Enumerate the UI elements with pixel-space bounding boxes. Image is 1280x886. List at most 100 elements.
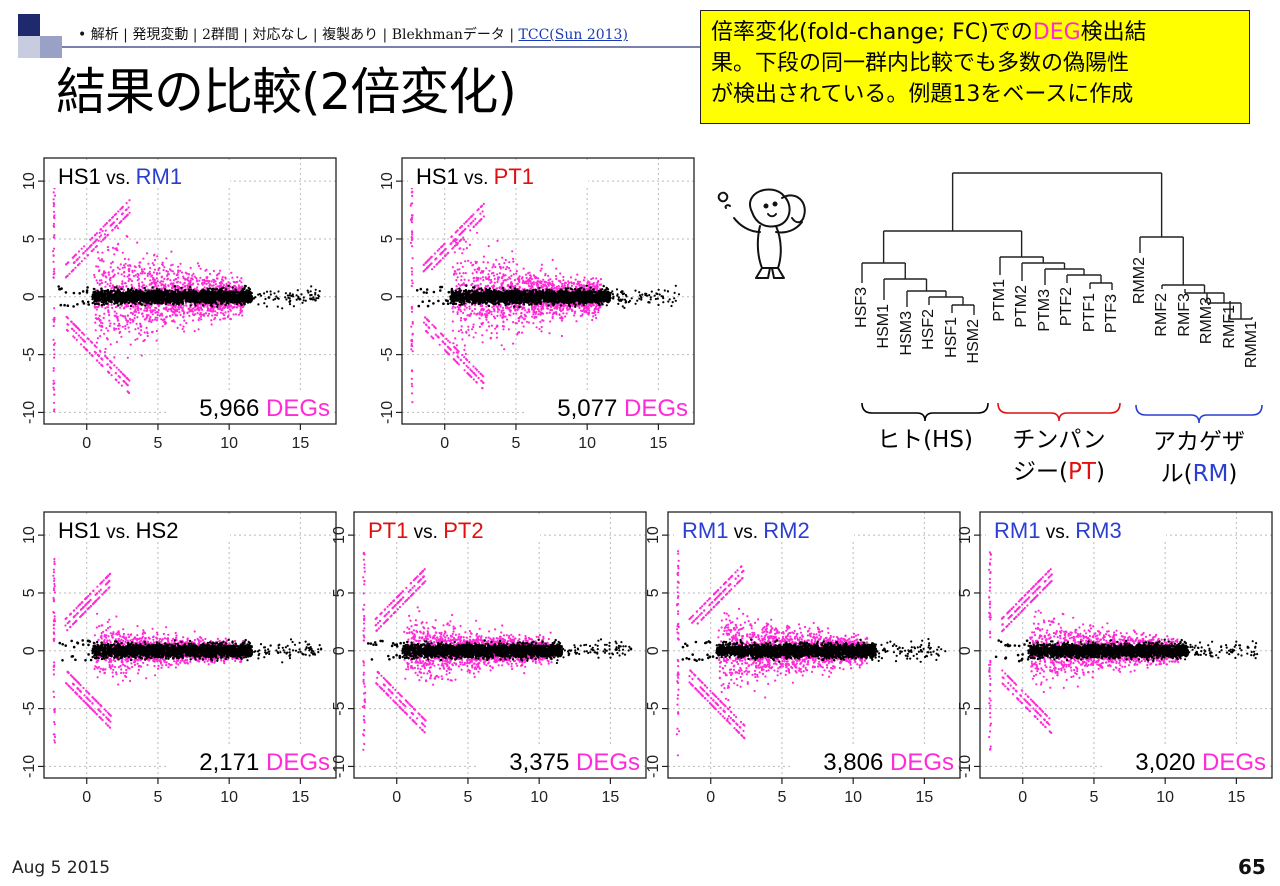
deg-point	[119, 370, 122, 373]
non-deg-point	[170, 296, 174, 299]
deg-point	[205, 279, 208, 283]
deg-point	[73, 323, 76, 326]
deg-point	[195, 288, 198, 291]
non-deg-point	[137, 291, 140, 295]
deg-point	[86, 254, 90, 257]
ma-plot-hs1-rm1: 0 5 10 15 -10 -5 0 5 10 HS1 vs. RM1 5,966 DEGs	[0, 152, 340, 452]
deg-point	[156, 316, 159, 319]
non-deg-point	[180, 300, 184, 304]
note-line-3: が検出されている。例題13をベースに作成	[711, 79, 1239, 110]
deg-point	[199, 306, 202, 309]
non-deg-point	[191, 291, 194, 294]
deg-point	[203, 286, 206, 289]
deg-point	[151, 310, 154, 313]
non-deg-point	[211, 292, 214, 295]
deg-point	[472, 325, 475, 329]
deg-point	[522, 267, 525, 270]
deg-point	[172, 308, 175, 311]
deg-point	[195, 279, 198, 282]
deg-point	[101, 364, 104, 368]
deg-point	[191, 319, 195, 322]
deg-point	[223, 317, 227, 320]
deg-point	[492, 315, 496, 318]
non-deg-point	[101, 289, 104, 292]
deg-point	[124, 325, 127, 328]
non-deg-point	[112, 289, 116, 292]
deg-point	[155, 339, 158, 342]
deg-point	[111, 228, 114, 231]
deg-point	[167, 308, 170, 311]
deg-point	[127, 268, 130, 271]
deg-point	[128, 199, 131, 202]
deg-point	[540, 267, 543, 270]
deg-point	[177, 286, 180, 289]
deg-point	[460, 328, 463, 332]
non-deg-point	[113, 294, 117, 297]
deg-point	[229, 308, 232, 311]
non-deg-point	[141, 293, 144, 296]
deg-point	[153, 268, 157, 271]
non-deg-point	[199, 292, 202, 295]
deg-point	[53, 393, 56, 396]
deg-point	[53, 194, 57, 197]
deg-point	[183, 319, 186, 322]
deg-point	[92, 248, 95, 251]
non-deg-point	[151, 286, 154, 289]
deg-point	[182, 325, 185, 328]
deg-point	[127, 279, 130, 283]
deg-point	[537, 308, 540, 311]
non-deg-point	[93, 290, 97, 293]
non-deg-point	[142, 292, 146, 296]
non-deg-point	[315, 297, 318, 300]
breadcrumb-link[interactable]: TCC(Sun 2013)	[519, 27, 628, 43]
non-deg-point	[234, 288, 237, 291]
deg-point	[199, 315, 203, 318]
deg-point	[570, 284, 573, 287]
deg-point	[181, 327, 184, 331]
deg-point	[490, 332, 493, 335]
deg-point	[238, 285, 241, 288]
deg-point	[163, 266, 166, 269]
deg-point	[237, 313, 241, 316]
non-deg-point	[307, 291, 310, 294]
non-deg-point	[118, 292, 121, 296]
deg-point	[117, 375, 120, 378]
deg-point	[110, 374, 113, 377]
non-deg-point	[189, 288, 193, 291]
non-deg-point	[165, 294, 169, 297]
deg-point	[88, 245, 92, 248]
deg-point	[161, 325, 164, 328]
deg-point	[176, 280, 179, 283]
non-deg-point	[281, 307, 284, 310]
non-deg-point	[312, 296, 315, 299]
non-deg-point	[208, 290, 211, 293]
deg-point	[107, 271, 110, 274]
deg-point	[113, 328, 116, 331]
non-deg-point	[202, 291, 205, 294]
deg-point	[109, 266, 112, 269]
deg-point	[177, 265, 180, 268]
deg-point	[212, 269, 215, 273]
non-deg-point	[99, 291, 102, 295]
deg-point	[147, 262, 150, 265]
deg-point	[225, 282, 228, 285]
deg-point	[53, 247, 56, 250]
non-deg-point	[134, 302, 137, 306]
non-deg-point	[85, 291, 89, 294]
non-deg-point	[189, 304, 192, 307]
deg-point	[116, 266, 119, 269]
deg-point	[143, 277, 146, 280]
deg-point	[179, 313, 182, 317]
deg-point	[158, 266, 161, 270]
non-deg-point	[216, 291, 219, 294]
deg-point	[185, 322, 188, 325]
deg-point	[137, 288, 140, 291]
non-deg-point	[200, 294, 203, 298]
non-deg-point	[144, 304, 147, 307]
deg-point	[200, 318, 203, 321]
deg-point	[491, 266, 494, 269]
non-deg-point	[238, 299, 241, 302]
non-deg-point	[159, 297, 163, 300]
deg-point	[100, 305, 104, 308]
deg-point	[148, 318, 151, 322]
